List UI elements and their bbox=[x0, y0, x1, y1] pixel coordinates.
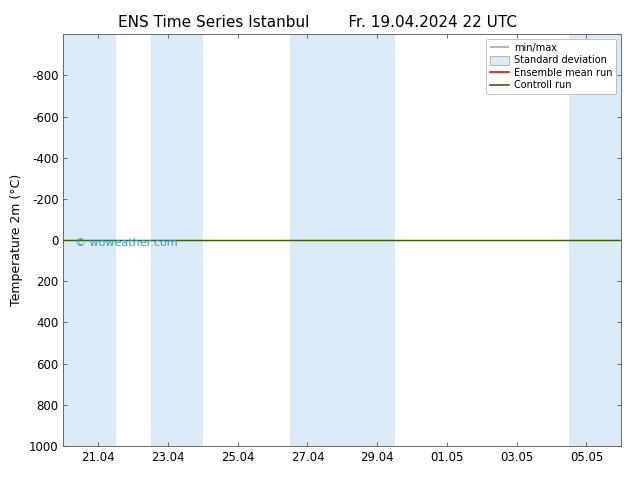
Bar bbox=[63, 34, 115, 446]
Legend: min/max, Standard deviation, Ensemble mean run, Controll run: min/max, Standard deviation, Ensemble me… bbox=[486, 39, 616, 94]
Bar bbox=[569, 34, 621, 446]
Text: ENS Time Series Istanbul        Fr. 19.04.2024 22 UTC: ENS Time Series Istanbul Fr. 19.04.2024 … bbox=[117, 15, 517, 30]
Bar bbox=[290, 34, 342, 446]
Text: © woweather.com: © woweather.com bbox=[75, 238, 177, 248]
Bar bbox=[150, 34, 203, 446]
Y-axis label: Temperature 2m (°C): Temperature 2m (°C) bbox=[10, 174, 23, 306]
Bar bbox=[342, 34, 394, 446]
